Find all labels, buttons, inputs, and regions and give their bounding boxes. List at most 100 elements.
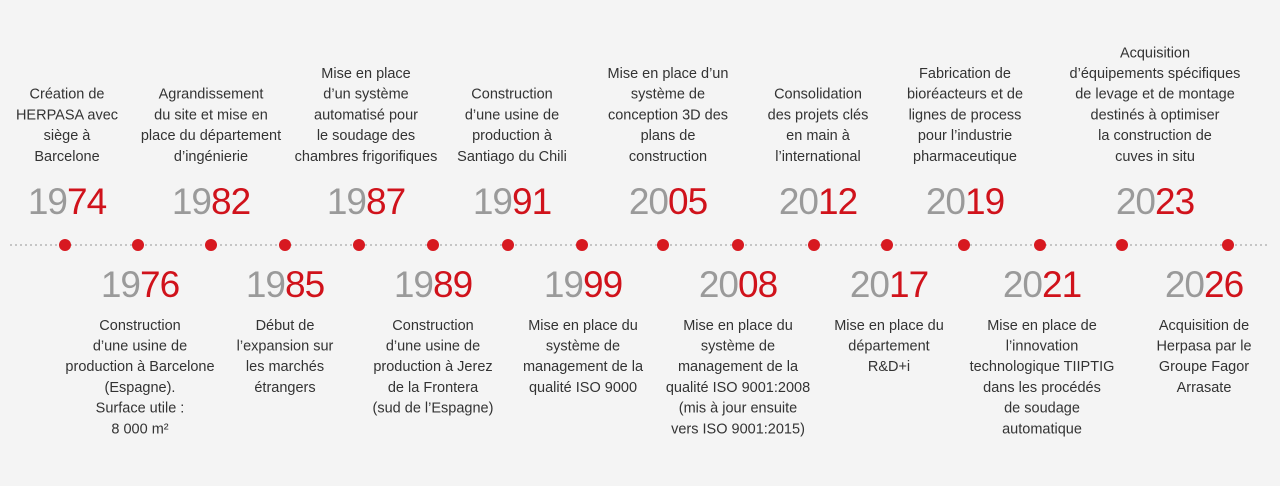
description-line: Construction xyxy=(392,318,473,334)
description-line: d’une usine de xyxy=(93,339,187,355)
description-line: Mise en place d’un xyxy=(608,66,729,82)
year: 1989 xyxy=(394,264,472,305)
year-suffix: 82 xyxy=(211,181,250,222)
year-prefix: 19 xyxy=(394,264,433,305)
timeline-dot xyxy=(502,239,514,251)
description-line: d’une usine de xyxy=(465,107,559,123)
description-line: Acquisition xyxy=(1120,45,1190,61)
description-line: Santiago du Chili xyxy=(457,149,567,165)
year-suffix: 99 xyxy=(583,264,622,305)
year-suffix: 91 xyxy=(512,181,551,222)
year: 2012 xyxy=(779,181,857,222)
timeline-dot xyxy=(576,239,588,251)
description-line: qualité ISO 9001:2008 xyxy=(666,380,810,396)
year: 1982 xyxy=(172,181,250,222)
description-line: chambres frigorifiques xyxy=(295,149,438,165)
year-prefix: 20 xyxy=(779,181,819,222)
description-line: pour l’industrie xyxy=(918,128,1012,144)
description-line: Mise en place de xyxy=(987,318,1097,334)
year-prefix: 20 xyxy=(1165,264,1205,305)
description-line: plans de xyxy=(641,128,696,144)
year-suffix: 76 xyxy=(140,264,179,305)
year: 2026 xyxy=(1165,264,1243,305)
description-line: d’équipements spécifiques xyxy=(1070,66,1241,82)
description-line: Début de xyxy=(256,318,315,334)
description-line: Création de xyxy=(30,87,105,103)
year: 1987 xyxy=(327,181,405,222)
year: 2017 xyxy=(850,264,928,305)
description-line: du site et mise en xyxy=(154,107,268,123)
year-prefix: 20 xyxy=(1116,181,1156,222)
timeline-dot xyxy=(958,239,970,251)
year-prefix: 19 xyxy=(544,264,583,305)
description-line: Mise en place xyxy=(321,66,410,82)
year-prefix: 19 xyxy=(473,181,512,222)
description-line: vers ISO 9001:2015) xyxy=(671,421,805,437)
description-line: département xyxy=(848,339,929,355)
description-line: système de xyxy=(546,339,620,355)
description-line: Fabrication de xyxy=(919,66,1011,82)
year-suffix: 85 xyxy=(285,264,325,305)
year-suffix: 74 xyxy=(67,181,107,222)
description-line: Groupe Fagor xyxy=(1159,359,1249,375)
description-line: construction xyxy=(629,149,707,165)
description-line: Agrandissement xyxy=(159,87,264,103)
description-line: HERPASA avec xyxy=(16,107,118,123)
description-line: Construction xyxy=(471,87,552,103)
description-line: le soudage des xyxy=(317,128,415,144)
description-line: Consolidation xyxy=(774,87,862,103)
description-line: technologique TIIPTIG xyxy=(970,359,1115,375)
timeline-dot xyxy=(1222,239,1234,251)
description-line: pharmaceutique xyxy=(913,149,1017,165)
year-prefix: 19 xyxy=(327,181,366,222)
year: 2023 xyxy=(1116,181,1194,222)
year-suffix: 08 xyxy=(738,264,777,305)
description-line: des projets clés xyxy=(768,107,869,123)
description-line: l’expansion sur xyxy=(237,339,334,355)
description-line: automatique xyxy=(1002,421,1082,437)
description-line: de soudage xyxy=(1004,401,1080,417)
description-line: d’ingénierie xyxy=(174,149,248,165)
year-prefix: 19 xyxy=(246,264,285,305)
year-prefix: 19 xyxy=(101,264,140,305)
year-prefix: 20 xyxy=(629,181,669,222)
description-line: système de xyxy=(701,339,775,355)
description-line: lignes de process xyxy=(909,107,1022,123)
year-prefix: 20 xyxy=(926,181,966,222)
description-line: (Espagne). xyxy=(105,380,176,396)
description-line: de levage et de montage xyxy=(1075,87,1235,103)
description-line: production à Barcelone xyxy=(65,359,214,375)
year-suffix: 23 xyxy=(1155,181,1194,222)
timeline-dot xyxy=(279,239,291,251)
year-suffix: 26 xyxy=(1204,264,1243,305)
description-line: Mise en place du xyxy=(528,318,638,334)
description-line: Mise en place du xyxy=(834,318,944,334)
description-line: étrangers xyxy=(254,380,315,396)
description-line: l’innovation xyxy=(1006,339,1079,355)
year: 2019 xyxy=(926,181,1004,222)
description-line: de la Frontera xyxy=(388,380,479,396)
timeline-dot xyxy=(59,239,71,251)
year: 1976 xyxy=(101,264,179,305)
year: 1991 xyxy=(473,181,551,222)
year: 1999 xyxy=(544,264,622,305)
description-line: d’une usine de xyxy=(386,339,480,355)
timeline-dot xyxy=(353,239,365,251)
year-suffix: 87 xyxy=(366,181,405,222)
year-suffix: 12 xyxy=(818,181,857,222)
description-line: management de la xyxy=(678,359,799,375)
description-line: la construction de xyxy=(1098,128,1212,144)
timeline-dot xyxy=(427,239,439,251)
timeline-dot xyxy=(732,239,744,251)
year-suffix: 17 xyxy=(889,264,928,305)
description-line: l’international xyxy=(775,149,860,165)
year-prefix: 20 xyxy=(699,264,739,305)
timeline-dot xyxy=(808,239,820,251)
description-line: R&D+i xyxy=(868,359,910,375)
year-prefix: 19 xyxy=(172,181,211,222)
year-prefix: 19 xyxy=(28,181,67,222)
timeline-dot xyxy=(1034,239,1046,251)
description-line: Arrasate xyxy=(1177,380,1232,396)
description-line: 8 000 m² xyxy=(111,421,168,437)
